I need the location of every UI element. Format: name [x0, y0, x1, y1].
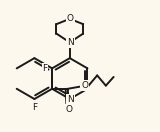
Text: N: N — [67, 95, 74, 103]
Text: N: N — [67, 38, 74, 47]
Text: O: O — [65, 105, 72, 114]
Text: F: F — [32, 103, 37, 112]
Text: O: O — [67, 14, 74, 23]
Text: O: O — [81, 81, 88, 90]
Text: F: F — [42, 64, 48, 73]
